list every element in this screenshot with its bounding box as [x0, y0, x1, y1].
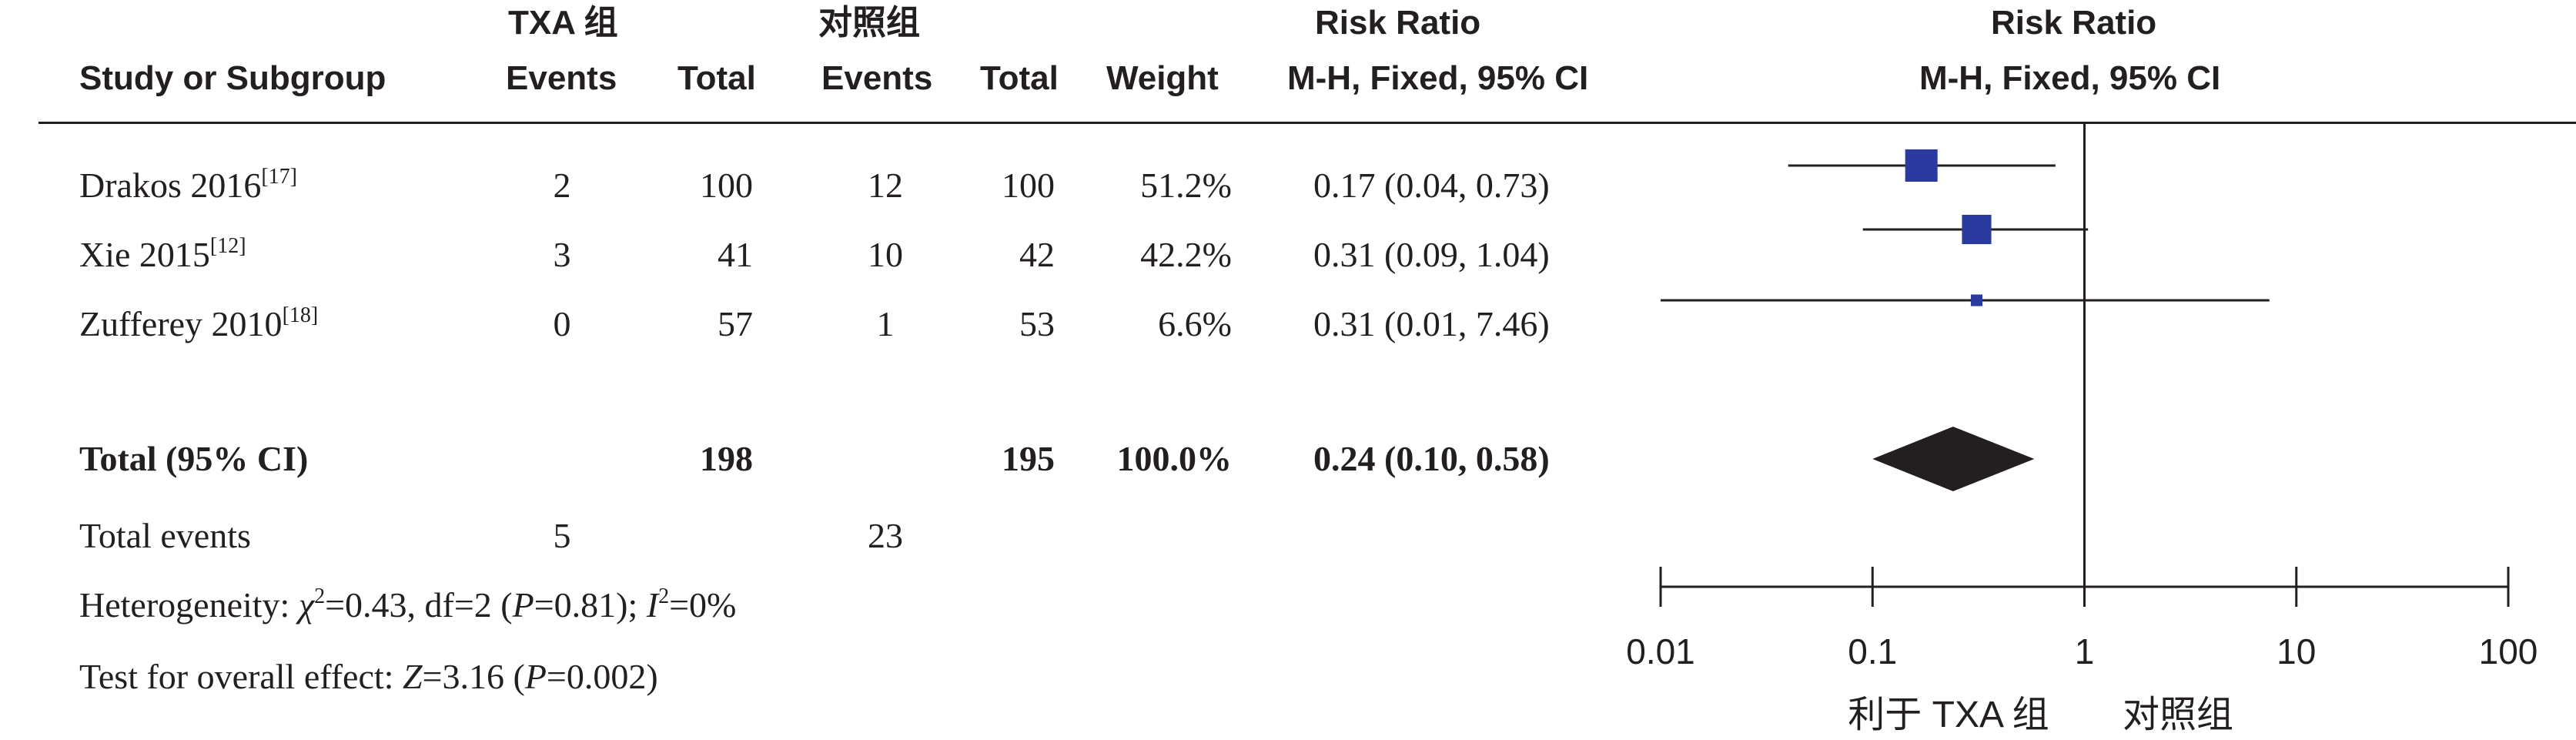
group2-events: 10 — [868, 235, 903, 274]
pooled-estimate-diamond — [1872, 427, 2035, 491]
rr-title-header: Risk Ratio — [1315, 4, 1481, 42]
group1-events-header: Events — [506, 59, 617, 97]
study-effect-square — [1905, 149, 1938, 182]
group1-events: 2 — [553, 166, 571, 205]
study-name: Drakos 2016[17] — [79, 165, 298, 205]
weight-header: Weight — [1106, 59, 1219, 97]
study-name: Xie 2015[12] — [79, 234, 246, 274]
group1-events: 0 — [553, 304, 571, 343]
group1-total-header: Total — [677, 59, 756, 97]
group2-total: 53 — [1019, 304, 1055, 343]
x-axis-tick-label: 1 — [2075, 631, 2095, 671]
x-axis-tick-label: 10 — [2277, 631, 2316, 671]
group1-total: 100 — [700, 166, 753, 205]
overall-effect-text: Test for overall effect: Z=3.16 (P=0.002… — [79, 657, 658, 696]
header-rule — [38, 122, 2576, 124]
risk-ratio-value: 0.17 (0.04, 0.73) — [1313, 166, 1550, 205]
group2-total-header: Total — [980, 59, 1059, 97]
group2-header: 对照组 — [818, 4, 920, 42]
plot-title-header: Risk Ratio — [1991, 4, 2157, 42]
group1-total: 41 — [718, 235, 753, 274]
rr-method-header: M-H, Fixed, 95% CI — [1287, 59, 1589, 97]
study-name: Zufferey 2010[18] — [79, 303, 319, 343]
risk-ratio-value: 0.31 (0.01, 7.46) — [1313, 304, 1550, 343]
group2-total-events: 23 — [868, 516, 903, 555]
pooled-risk-ratio: 0.24 (0.10, 0.58) — [1313, 439, 1550, 478]
group2-total-sum: 195 — [1002, 439, 1055, 478]
risk-ratio-value: 0.31 (0.09, 1.04) — [1313, 235, 1550, 274]
weight-value: 51.2% — [1140, 166, 1232, 205]
group1-events: 3 — [553, 235, 571, 274]
group2-total: 100 — [1002, 166, 1055, 205]
weight-value: 42.2% — [1140, 235, 1232, 274]
total-weight: 100.0% — [1116, 439, 1233, 478]
group2-events: 1 — [876, 304, 895, 343]
x-axis-tick-label: 0.1 — [1848, 631, 1897, 671]
favours-right-label: 对照组 — [2123, 695, 2233, 735]
group1-header: TXA 组 — [508, 4, 618, 42]
heterogeneity-text: Heterogeneity: χ2=0.43, df=2 (P=0.81); I… — [79, 584, 737, 624]
study-column-header: Study or Subgroup — [79, 59, 386, 97]
total-events-label: Total events — [79, 516, 251, 555]
group2-events: 12 — [868, 166, 903, 205]
group1-total-sum: 198 — [700, 439, 753, 478]
favours-left-label: 利于 TXA 组 — [1848, 695, 2049, 735]
group1-total: 57 — [718, 304, 753, 343]
study-effect-square — [1962, 214, 1992, 245]
x-axis-tick-label: 100 — [2479, 631, 2538, 671]
x-axis-tick-label: 0.01 — [1626, 631, 1695, 671]
weight-value: 6.6% — [1158, 304, 1232, 343]
study-effect-square — [1970, 294, 1983, 306]
group2-events-header: Events — [821, 59, 933, 97]
total-label: Total (95% CI) — [79, 439, 309, 478]
plot-method-header: M-H, Fixed, 95% CI — [1919, 59, 2221, 97]
group1-total-events: 5 — [553, 516, 571, 555]
group2-total: 42 — [1019, 235, 1055, 274]
